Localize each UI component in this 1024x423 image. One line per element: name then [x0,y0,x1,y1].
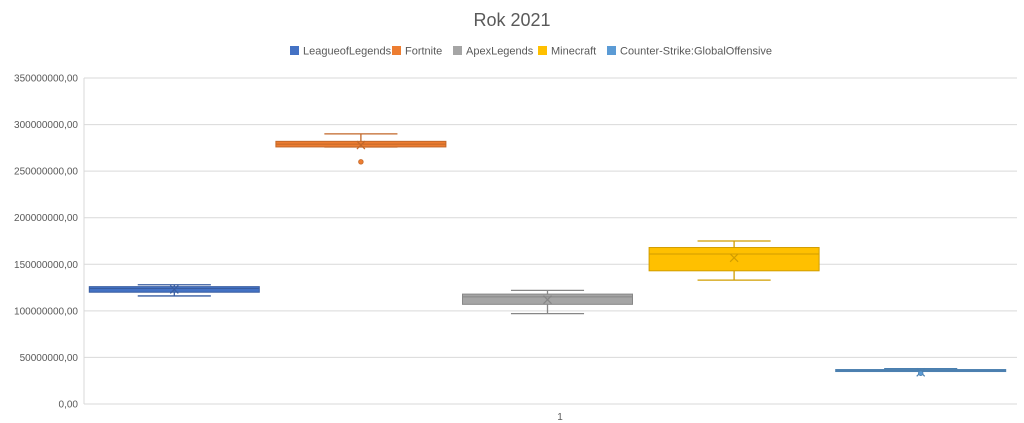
plot-area [88,133,1007,377]
outlier-point [358,159,364,165]
iqr-box [648,247,820,272]
legend-item: Fortnite [392,46,442,58]
legend-swatch [607,46,616,55]
y-tick-label: 250000000,00 [14,167,78,178]
mean-marker [543,295,552,305]
legend-swatch [392,46,401,55]
legend: LeagueofLegends Fortnite ApexLegends Minecr… [290,46,772,58]
legend-label: ApexLegends [466,46,534,58]
y-axis: 0,00 50000000,00 100000000,00 150000000,00 2… [14,74,85,411]
x-axis: 1 [557,412,563,423]
y-tick-label: 200000000,00 [14,213,78,224]
y-tick-label: 100000000,00 [14,306,78,317]
legend-item: Counter-Strike:GlobalOffensive [607,46,772,58]
legend-swatch [290,46,299,55]
outlier-point [918,370,924,376]
y-tick-label: 150000000,00 [14,260,78,271]
legend-label: LeagueofLegends [303,46,392,58]
legend-item: Minecraft [538,46,596,58]
y-tick-label: 300000000,00 [14,120,78,131]
legend-label: Counter-Strike:GlobalOffensive [620,46,772,58]
box-counter-strike-globaloffensive [835,367,1007,377]
legend-item: LeagueofLegends [290,46,392,58]
box-fortnite [275,133,447,165]
y-tick-label: 0,00 [59,400,79,411]
mean-marker [729,253,739,263]
box-minecraft [648,240,820,281]
mean-marker [356,140,366,150]
gridlines [84,77,1017,405]
legend-swatch [453,46,462,55]
y-tick-label: 350000000,00 [14,74,78,85]
y-tick-label: 50000000,00 [20,353,79,364]
legend-label: Minecraft [551,46,596,58]
mean-marker [169,285,179,294]
legend-swatch [538,46,547,55]
legend-label: Fortnite [405,46,442,58]
box-apexlegends [462,289,633,315]
x-tick-label: 1 [557,412,563,423]
legend-item: ApexLegends [453,46,534,58]
chart-title: Rok 2021 [473,10,550,30]
box-leagueoflegends [88,284,260,297]
